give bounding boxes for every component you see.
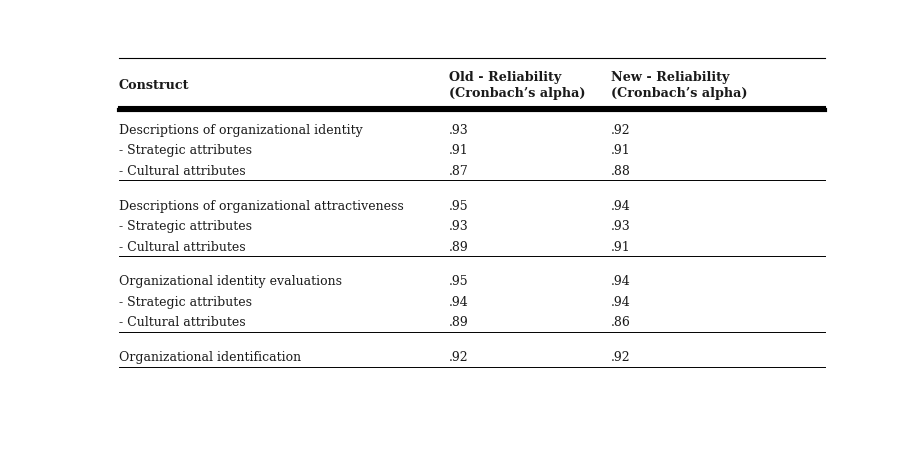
Text: .93: .93	[449, 123, 469, 136]
Text: .95: .95	[449, 275, 469, 288]
Text: - Strategic attributes: - Strategic attributes	[119, 220, 251, 233]
Text: .88: .88	[612, 164, 631, 178]
Text: - Cultural attributes: - Cultural attributes	[119, 240, 245, 253]
Text: Descriptions of organizational attractiveness: Descriptions of organizational attractiv…	[119, 199, 403, 212]
Text: .94: .94	[612, 275, 631, 288]
Text: - Cultural attributes: - Cultural attributes	[119, 164, 245, 178]
Text: - Cultural attributes: - Cultural attributes	[119, 316, 245, 329]
Text: .91: .91	[612, 144, 631, 157]
Text: - Strategic attributes: - Strategic attributes	[119, 144, 251, 157]
Text: .89: .89	[449, 240, 469, 253]
Text: .95: .95	[449, 199, 469, 212]
Text: .86: .86	[612, 316, 631, 329]
Text: Descriptions of organizational identity: Descriptions of organizational identity	[119, 123, 363, 136]
Text: .93: .93	[612, 220, 631, 233]
Text: Organizational identity evaluations: Organizational identity evaluations	[119, 275, 342, 288]
Text: Organizational identification: Organizational identification	[119, 350, 301, 364]
Text: .93: .93	[449, 220, 469, 233]
Text: .94: .94	[612, 199, 631, 212]
Text: .92: .92	[612, 123, 631, 136]
Text: .94: .94	[612, 295, 631, 308]
Text: Old - Reliability
(Cronbach’s alpha): Old - Reliability (Cronbach’s alpha)	[449, 70, 586, 100]
Text: .89: .89	[449, 316, 469, 329]
Text: .92: .92	[449, 350, 469, 364]
Text: .92: .92	[612, 350, 631, 364]
Text: .87: .87	[449, 164, 469, 178]
Text: - Strategic attributes: - Strategic attributes	[119, 295, 251, 308]
Text: New - Reliability
(Cronbach’s alpha): New - Reliability (Cronbach’s alpha)	[612, 70, 748, 100]
Text: .94: .94	[449, 295, 469, 308]
Text: .91: .91	[449, 144, 469, 157]
Text: Construct: Construct	[119, 78, 189, 92]
Text: .91: .91	[612, 240, 631, 253]
